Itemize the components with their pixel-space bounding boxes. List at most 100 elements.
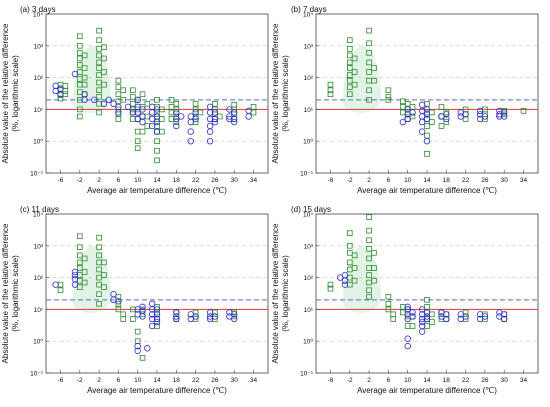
data-point-green-square xyxy=(76,265,83,271)
x-tick-label: 10 xyxy=(134,177,142,184)
data-point-blue-circle xyxy=(206,115,214,123)
data-point-green-square xyxy=(101,284,107,290)
x-tick-label: 26 xyxy=(211,377,219,384)
data-point-green-square xyxy=(134,138,141,145)
data-point-blue-circle xyxy=(476,315,484,323)
data-point-blue-circle xyxy=(409,309,416,316)
data-point-green-square xyxy=(76,113,83,120)
panel-d: (d) 15 days -6 -2 2 6 10 14 18 22 26 30 3410⁻¹10⁰1… xyxy=(271,205,539,395)
data-point-green-square xyxy=(115,77,122,84)
data-point-blue-circle xyxy=(153,306,161,313)
y-tick-label: 10⁰ xyxy=(33,138,43,146)
x-tick-label: 34 xyxy=(250,377,258,384)
data-point-blue-circle xyxy=(187,128,194,135)
data-point-green-square xyxy=(366,272,372,278)
x-tick-label: 6 xyxy=(387,177,391,184)
data-point-blue-circle xyxy=(134,342,141,350)
data-point-green-square xyxy=(366,27,372,34)
y-tick-label: 10⁰ xyxy=(303,338,313,346)
data-point-blue-circle xyxy=(192,109,199,116)
data-point-green-square xyxy=(76,106,83,113)
data-point-blue-circle xyxy=(231,118,238,126)
data-point-blue-circle xyxy=(206,313,214,320)
data-point-green-square xyxy=(81,52,88,59)
data-point-green-square xyxy=(96,59,102,66)
data-point-green-square xyxy=(351,55,358,62)
data-point-blue-circle xyxy=(91,96,98,104)
x-tick-label: -6 xyxy=(58,177,64,184)
x-tick-label: 26 xyxy=(211,177,219,184)
y-tick-label: 10³ xyxy=(304,43,314,50)
data-point-green-square xyxy=(130,101,136,107)
y-axis-label: Absolute value of the relative differenc… xyxy=(1,223,20,363)
data-point-green-square xyxy=(409,113,416,120)
data-point-blue-circle xyxy=(173,109,180,116)
data-point-blue-circle xyxy=(404,106,411,113)
scatter-density-shade xyxy=(72,245,112,313)
data-point-green-square xyxy=(385,293,392,300)
data-point-blue-circle xyxy=(177,113,185,120)
data-point-green-square xyxy=(216,113,223,120)
data-point-green-square xyxy=(96,301,102,307)
data-point-green-square xyxy=(366,214,372,220)
x-tick-label: -6 xyxy=(328,377,334,384)
data-point-blue-circle xyxy=(211,313,219,320)
data-point-green-square xyxy=(154,147,160,154)
data-point-blue-circle xyxy=(173,309,180,316)
data-point-blue-circle xyxy=(423,309,431,316)
data-point-green-square xyxy=(154,138,160,145)
data-point-blue-circle xyxy=(418,318,426,326)
data-point-green-square xyxy=(154,97,160,103)
data-point-blue-circle xyxy=(153,128,161,135)
data-point-blue-circle xyxy=(404,303,411,311)
x-tick-label: -2 xyxy=(77,377,83,384)
data-point-green-square xyxy=(130,316,136,322)
x-tick-label: 34 xyxy=(520,177,528,184)
data-point-green-square xyxy=(462,116,469,122)
x-tick-label: 2 xyxy=(367,377,371,384)
data-point-green-square xyxy=(404,323,411,329)
data-point-blue-circle xyxy=(187,315,194,323)
data-point-green-square xyxy=(400,104,406,110)
data-point-green-square xyxy=(81,269,88,275)
x-tick-label: 2 xyxy=(97,377,101,384)
x-tick-label: 10 xyxy=(404,177,412,184)
x-tick-label: -2 xyxy=(77,177,83,184)
data-point-green-square xyxy=(501,316,508,322)
x-tick-label: 18 xyxy=(173,177,181,184)
data-point-blue-circle xyxy=(206,103,214,111)
data-point-green-square xyxy=(371,277,377,284)
data-point-green-square xyxy=(115,301,122,307)
data-point-blue-circle xyxy=(124,103,132,111)
data-point-blue-circle xyxy=(443,111,450,118)
data-point-blue-circle xyxy=(148,115,156,123)
data-point-blue-circle xyxy=(153,311,161,318)
x-axis-label: Average air temperature difference (℃) xyxy=(357,186,497,195)
data-point-blue-circle xyxy=(418,101,426,108)
data-point-blue-circle xyxy=(336,274,344,281)
data-point-green-square xyxy=(404,101,411,107)
data-point-green-square xyxy=(390,311,397,318)
data-point-green-square xyxy=(424,151,430,157)
data-point-green-square xyxy=(96,244,102,251)
data-point-green-square xyxy=(346,259,353,266)
data-point-green-square xyxy=(81,255,88,262)
data-point-blue-circle xyxy=(409,109,416,116)
data-point-green-square xyxy=(144,101,151,107)
data-point-green-square xyxy=(173,101,180,107)
data-point-blue-circle xyxy=(423,111,431,118)
y-tick-label: 10³ xyxy=(304,243,314,250)
data-point-blue-circle xyxy=(134,96,141,104)
data-point-green-square xyxy=(424,101,430,107)
data-point-green-square xyxy=(76,50,83,56)
data-point-blue-circle xyxy=(443,311,450,318)
data-point-green-square xyxy=(81,65,88,71)
x-tick-label: 34 xyxy=(520,377,528,384)
x-tick-label: 14 xyxy=(153,177,161,184)
data-point-green-square xyxy=(346,59,353,66)
x-tick-label: 22 xyxy=(462,377,470,384)
data-point-blue-circle xyxy=(153,118,161,126)
data-point-green-square xyxy=(346,37,353,44)
data-point-green-square xyxy=(168,97,175,103)
data-point-green-square xyxy=(351,265,358,271)
